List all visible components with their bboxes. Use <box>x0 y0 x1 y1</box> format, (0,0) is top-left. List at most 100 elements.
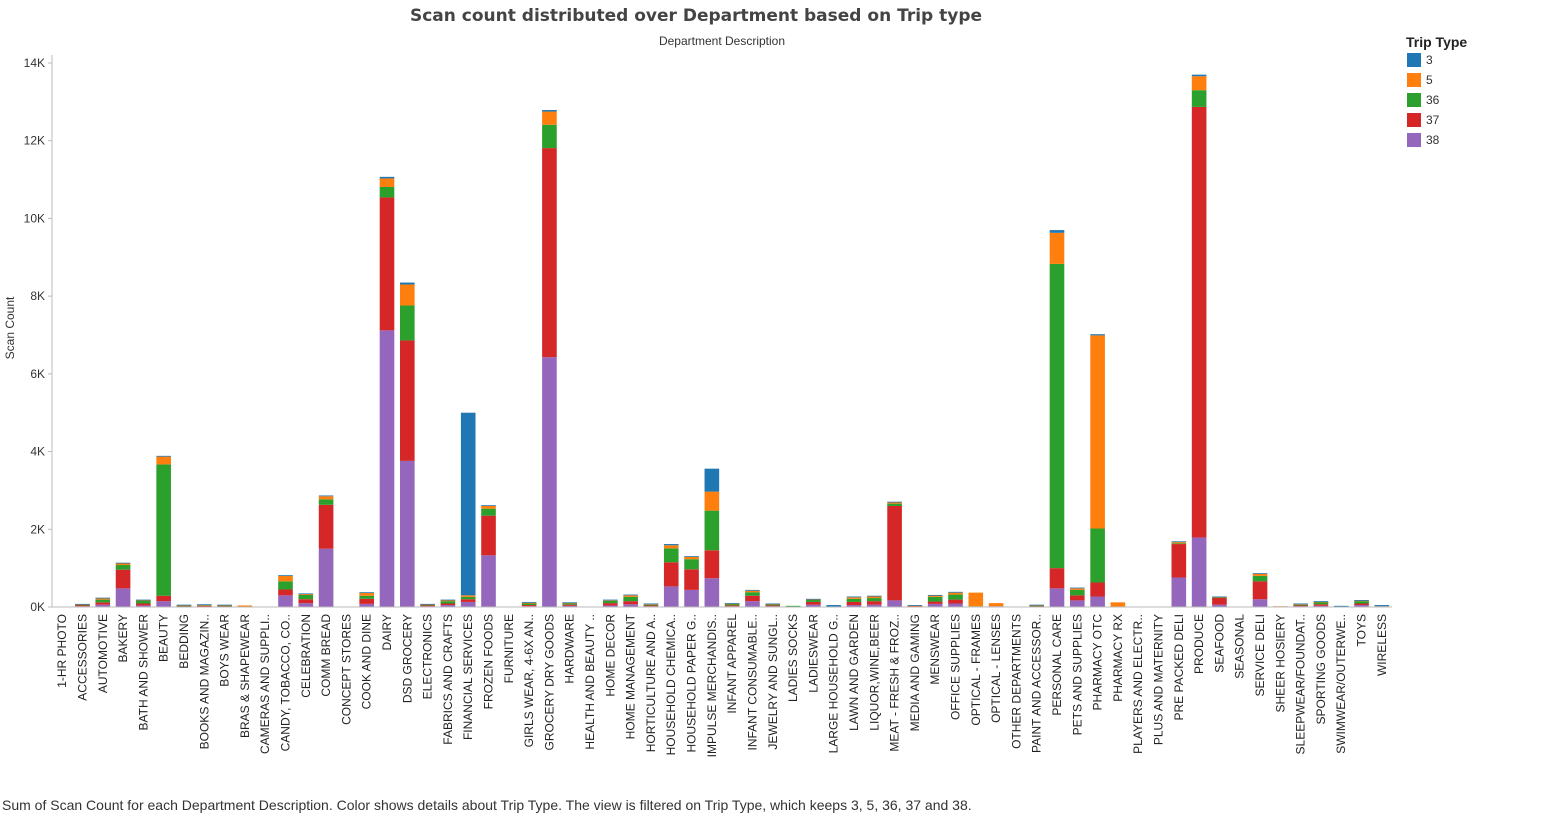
legend-swatch <box>1407 113 1421 127</box>
bar-segment <box>318 504 334 549</box>
bar-segment <box>1354 605 1369 607</box>
bar-segment <box>968 592 984 607</box>
bar-segment <box>1354 603 1369 606</box>
bar-segment <box>440 600 456 602</box>
bar-segment <box>136 603 151 606</box>
bar-segment <box>136 600 151 604</box>
bar-segment <box>704 510 720 551</box>
bar-segment <box>948 591 963 593</box>
bar-segment <box>1212 597 1227 605</box>
x-tick-label: FROZEN FOODS <box>482 614 496 709</box>
y-tick-label: 8K <box>30 289 45 303</box>
bar-segment <box>156 455 171 457</box>
x-tick-label: LADIESWEAR <box>806 614 820 693</box>
bar-segment <box>298 593 314 595</box>
y-tick-label: 14K <box>24 56 45 70</box>
bar-segment <box>846 596 862 598</box>
bar-segment <box>643 604 659 606</box>
x-tick-label: ACCESSORIES <box>75 614 89 701</box>
legend-swatch <box>1407 133 1421 147</box>
bar-segment <box>846 605 862 607</box>
bar-segment <box>887 505 902 601</box>
x-tick-label: BRAS & SHAPEWEAR <box>238 614 252 738</box>
bar-segment <box>623 604 638 607</box>
bar-segment <box>1252 581 1268 600</box>
x-tick-label: MEAT - FRESH & FROZ.. <box>888 614 902 752</box>
bar-segment <box>298 594 314 600</box>
bar-segment <box>866 601 882 605</box>
x-tick-label: INFANT CONSUMABLE.. <box>745 614 759 750</box>
bar-segment <box>481 555 496 607</box>
bar-segment <box>623 594 638 596</box>
bar-segment <box>1313 601 1329 602</box>
bar-segment <box>1171 543 1187 545</box>
bar-segment <box>704 550 720 579</box>
bar-segment <box>927 594 943 596</box>
bar-segment <box>663 562 679 587</box>
bar-segment <box>603 605 618 607</box>
x-tick-label: BEAUTY <box>157 614 171 662</box>
bar-segment <box>562 605 578 607</box>
x-tick-label: IMPULSE MERCHANDIS.. <box>705 614 719 757</box>
x-axis: 1-HR PHOTO ACCESSORIES AUTOMOTIVE BAKERY BAT… <box>52 606 1392 757</box>
y-tick-label: 10K <box>24 211 45 225</box>
bar-segment <box>136 599 151 601</box>
bar-segment <box>948 599 963 604</box>
caption: Sum of Scan Count for each Department De… <box>2 797 972 813</box>
bar-segment <box>663 586 679 607</box>
x-tick-label: HOME DECOR <box>603 614 617 697</box>
x-tick-label: FABRICS AND CRAFTS <box>441 614 455 745</box>
bar-segment <box>1252 599 1268 607</box>
bar-segment <box>1354 601 1369 604</box>
x-tick-label: SERVICE DELI <box>1253 614 1267 696</box>
bar-segment <box>1090 334 1105 336</box>
bar-segment <box>156 464 171 596</box>
x-tick-label: BEDDING <box>177 614 191 669</box>
bar-segment <box>887 503 902 506</box>
bar-segment <box>907 605 923 606</box>
bar-segment <box>481 508 496 516</box>
bar-segment <box>765 605 781 607</box>
bar-segment <box>115 588 131 607</box>
bar-segment <box>278 589 293 596</box>
bar-segment <box>460 601 476 607</box>
x-tick-label: HEALTH AND BEAUTY .. <box>583 614 597 750</box>
bar-segment <box>1171 542 1187 544</box>
bar-segment <box>95 602 111 605</box>
bar-segment <box>481 505 496 509</box>
x-tick-label: OPTICAL - LENSES <box>989 614 1003 723</box>
bar-segment <box>866 596 882 599</box>
legend-swatch <box>1407 53 1421 67</box>
x-tick-label: CONCEPT STORES <box>339 614 353 725</box>
x-tick-label: BOYS WEAR <box>218 614 232 687</box>
bar-segment <box>684 556 699 560</box>
bar-segment <box>481 515 496 556</box>
bar-segment <box>623 601 638 605</box>
bar-segment <box>1069 587 1085 589</box>
bar-segment <box>95 599 111 603</box>
bar-segment <box>379 330 395 607</box>
bar-segment <box>318 499 334 505</box>
bar-segment <box>704 491 720 511</box>
x-tick-label: OPTICAL - FRAMES <box>969 614 983 726</box>
legend-label: 5 <box>1426 73 1433 87</box>
bar-segment <box>806 601 821 605</box>
bar-segment <box>927 603 943 607</box>
x-tick-label: PRODUCE <box>1192 614 1206 674</box>
x-tick-label: PAINT AND ACCESSOR.. <box>1030 614 1044 753</box>
x-tick-label: BOOKS AND MAGAZIN.. <box>197 614 211 749</box>
bar-segment <box>75 603 90 605</box>
bar-segment <box>196 605 212 607</box>
bar-segment <box>359 595 375 599</box>
bar-segment <box>1313 604 1329 606</box>
x-tick-label: PERSONAL CARE <box>1050 614 1064 716</box>
bar-segment <box>663 548 679 563</box>
bar-segment <box>887 600 902 607</box>
bar-segment <box>420 603 435 605</box>
x-tick-label: AUTOMOTIVE <box>96 614 110 693</box>
bar-segment <box>399 340 415 461</box>
x-tick-label: WIRELESS <box>1375 614 1389 676</box>
x-tick-label: PLAYERS AND ELECTR.. <box>1131 614 1145 754</box>
bar-segment <box>399 282 415 285</box>
bar-segment <box>643 605 659 607</box>
